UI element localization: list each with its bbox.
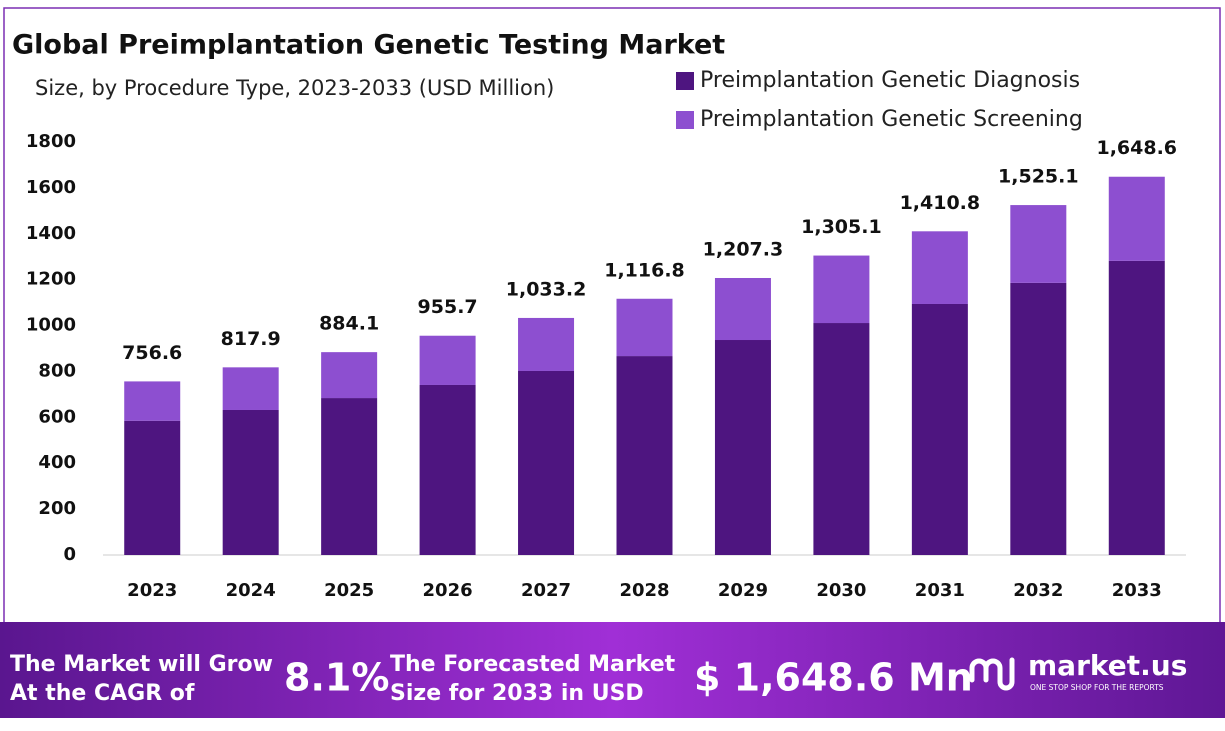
bar-segment	[813, 255, 870, 324]
bar-segment	[813, 323, 870, 555]
bar-segment	[419, 335, 476, 385]
bar-segment	[1108, 176, 1165, 261]
bar-segment	[518, 370, 575, 555]
bar-segment	[124, 420, 181, 555]
bar-segment	[321, 398, 378, 555]
y-tick-label: 1800	[26, 131, 76, 152]
x-tick-label: 2023	[127, 580, 177, 601]
x-tick-label: 2025	[324, 580, 374, 601]
bar-segment	[222, 409, 279, 555]
footer-text: At the CAGR of	[10, 681, 195, 706]
bar-segment	[518, 317, 575, 371]
bar-segment	[714, 277, 771, 341]
chart-title: Global Preimplantation Genetic Testing M…	[12, 30, 725, 61]
total-label: 884.1	[319, 313, 379, 335]
total-label: 1,116.8	[604, 259, 685, 281]
y-tick-label: 1400	[26, 223, 76, 244]
bar-segment	[419, 384, 476, 555]
y-tick-label: 600	[38, 406, 76, 427]
y-tick-label: 0	[63, 544, 76, 565]
y-tick-label: 800	[38, 360, 76, 381]
bar-segment	[911, 231, 968, 304]
total-label: 1,033.2	[506, 278, 587, 300]
bar-segment	[616, 356, 673, 555]
footer-text: The Forecasted Market	[390, 652, 676, 677]
total-label: 955.7	[418, 296, 478, 318]
bar-segment	[911, 303, 968, 555]
tagline: ONE STOP SHOP FOR THE REPORTS	[1030, 683, 1164, 692]
bar-segment	[1108, 260, 1165, 555]
y-tick-label: 1200	[26, 269, 76, 290]
x-tick-label: 2024	[226, 580, 276, 601]
y-tick-label: 1600	[26, 177, 76, 198]
x-tick-label: 2033	[1112, 580, 1162, 601]
legend-label: Preimplantation Genetic Diagnosis	[700, 68, 1080, 93]
total-label: 817.9	[221, 328, 281, 350]
x-tick-label: 2030	[816, 580, 866, 601]
bar-segment	[222, 367, 279, 410]
x-tick-label: 2032	[1013, 580, 1063, 601]
x-tick-label: 2027	[521, 580, 571, 601]
y-tick-label: 1000	[26, 315, 76, 336]
logo-mark	[969, 657, 1015, 691]
total-label: 756.6	[122, 342, 182, 364]
chart-subtitle: Size, by Procedure Type, 2023-2033 (USD …	[35, 76, 554, 100]
x-tick-label: 2028	[619, 580, 669, 601]
total-label: 1,648.6	[1096, 137, 1177, 159]
legend-swatch	[676, 72, 694, 90]
footer-forecast: $ 1,648.6 Mn	[694, 656, 973, 700]
brand-logo	[969, 657, 1015, 691]
legend-label: Preimplantation Genetic Screening	[700, 107, 1083, 132]
legend-swatch	[676, 111, 694, 129]
total-label: 1,525.1	[998, 166, 1079, 188]
total-label: 1,305.1	[801, 216, 882, 238]
x-tick-label: 2029	[718, 580, 768, 601]
footer-banner	[0, 622, 1225, 718]
bar-segment	[1010, 205, 1067, 283]
x-tick-label: 2026	[423, 580, 473, 601]
x-tick-label: 2031	[915, 580, 965, 601]
bar-segment	[124, 381, 181, 421]
footer-text: The Market will Grow	[10, 652, 273, 677]
y-tick-label: 200	[38, 498, 76, 519]
bar-segment	[1010, 282, 1067, 555]
bar-segment	[321, 352, 378, 399]
footer-cagr: 8.1%	[284, 656, 389, 700]
bar-segment	[616, 298, 673, 357]
total-label: 1,207.3	[703, 238, 784, 260]
bar-segment	[714, 340, 771, 555]
total-label: 1,410.8	[900, 192, 981, 214]
brand: market.us	[1028, 649, 1187, 682]
footer-text: Size for 2033 in USD	[390, 681, 644, 706]
y-tick-label: 400	[38, 452, 76, 473]
